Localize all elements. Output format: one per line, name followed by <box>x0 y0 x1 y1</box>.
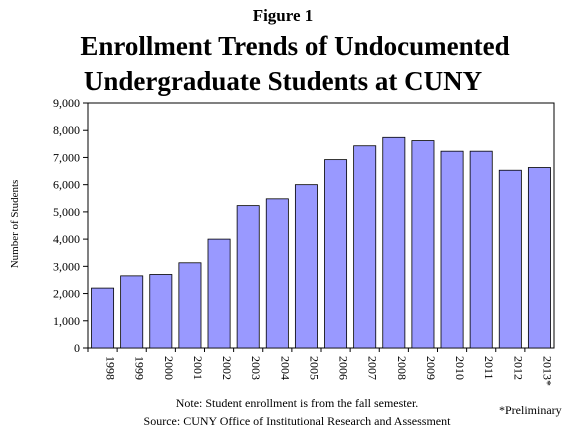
bar-1998 <box>91 287 115 349</box>
bar-2008 <box>382 136 406 349</box>
y-tick-label: 3,000 <box>53 259 80 273</box>
bar-2000 <box>149 274 173 349</box>
bar-2013 <box>527 167 551 349</box>
y-axis-ticks: 0 1,000 2,000 3,000 4,000 5,000 6,000 7,000 8,00… <box>53 96 88 355</box>
x-tick-label: 2010 <box>453 356 467 380</box>
plot-area: 0 1,000 2,000 3,000 4,000 5,000 6,000 7,000 8,00… <box>53 96 555 386</box>
figure-label: Figure 1 <box>253 6 314 25</box>
x-tick-label: 2000 <box>162 356 176 380</box>
y-tick-label: 9,000 <box>53 96 80 110</box>
x-tick-label: 2002 <box>220 356 234 380</box>
y-tick-label: 8,000 <box>53 123 80 137</box>
x-tick-label: 1999 <box>133 356 147 380</box>
preliminary-note: *Preliminary <box>499 403 562 417</box>
y-tick-label: 1,000 <box>53 314 80 328</box>
y-tick-label: 6,000 <box>53 178 80 192</box>
x-axis-ticks: 1998 1999 2000 2001 2002 2003 2004 2005 2006 2007… <box>87 348 554 386</box>
x-tick-label: 2001 <box>191 356 205 380</box>
bar-2001 <box>178 262 202 349</box>
x-tick-label: 2005 <box>307 356 321 380</box>
bar-1999 <box>120 275 144 349</box>
y-tick-label: 4,000 <box>53 232 80 246</box>
y-tick-label: 0 <box>74 341 80 355</box>
bars <box>91 136 551 349</box>
y-tick-label: 5,000 <box>53 205 80 219</box>
x-tick-label: 2013* <box>540 356 554 386</box>
x-tick-label: 2004 <box>278 356 292 380</box>
bar-2002 <box>207 238 231 349</box>
x-tick-label: 2012 <box>511 356 525 380</box>
x-tick-label: 2011 <box>482 356 496 380</box>
bar-2011 <box>469 150 493 349</box>
bar-2005 <box>294 184 318 349</box>
chart-title-line-2: Undergraduate Students at CUNY <box>84 66 482 96</box>
y-tick-label: 7,000 <box>53 150 80 164</box>
x-tick-label: 2008 <box>395 356 409 380</box>
bar-2010 <box>440 150 464 349</box>
x-tick-label: 1998 <box>104 356 118 380</box>
chart-title-line-1: Enrollment Trends of Undocumented <box>80 31 509 61</box>
x-tick-label: 2006 <box>337 356 351 380</box>
bar-2009 <box>411 140 435 349</box>
bar-2012 <box>498 169 522 349</box>
bar-2006 <box>324 159 348 349</box>
note-line-1: Note: Student enrollment is from the fal… <box>176 396 419 410</box>
x-tick-label: 2003 <box>249 356 263 380</box>
y-tick-label: 2,000 <box>53 287 80 301</box>
bar-2003 <box>236 205 260 349</box>
x-tick-label: 2007 <box>366 356 380 380</box>
bar-2004 <box>265 198 289 349</box>
note-line-2: Source: CUNY Office of Institutional Res… <box>144 414 452 428</box>
bar-2007 <box>353 145 377 349</box>
y-axis-label: Number of Students <box>9 180 21 269</box>
x-tick-label: 2009 <box>424 356 438 380</box>
